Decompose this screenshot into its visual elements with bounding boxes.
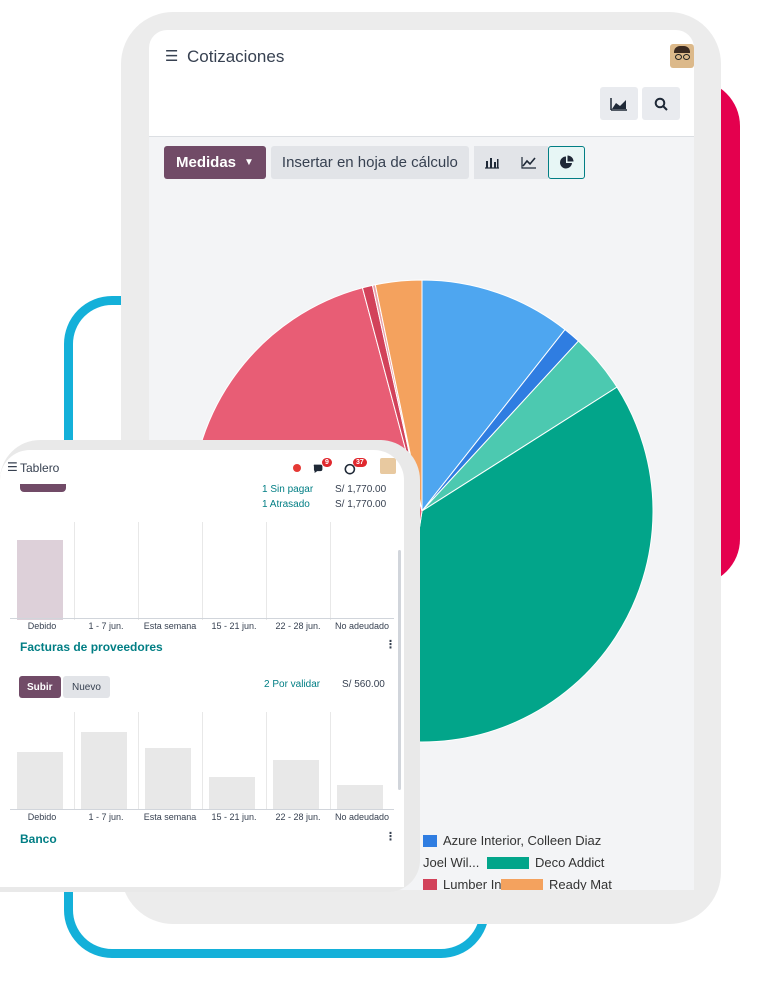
page-title: Cotizaciones: [187, 47, 285, 66]
pie-chart-icon: [559, 155, 574, 169]
grid-line: [138, 522, 139, 620]
new-button[interactable]: Nuevo: [63, 676, 110, 698]
quotes-screen: ☰ Cotizaciones 9 37: [149, 30, 694, 890]
legend-label: Joel Wil...: [423, 855, 480, 870]
clock-icon[interactable]: [344, 462, 357, 475]
vendor-bar-chart: [10, 712, 394, 810]
line-chart-button[interactable]: [510, 146, 548, 179]
bar[interactable]: [17, 752, 63, 810]
vendor-bar-labels: Debido 1 - 7 jun. Esta semana 15 - 21 jun. 2…: [10, 809, 394, 824]
unpaid-label[interactable]: 1 Sin pagar: [262, 484, 314, 495]
legend-swatch: [423, 834, 437, 847]
legend-swatch: [487, 856, 529, 869]
legend-item-joel[interactable]: Joel Wil...: [423, 855, 479, 870]
bank-title[interactable]: Banco: [20, 832, 57, 846]
legend-item-ready[interactable]: Ready Mat: [501, 877, 612, 890]
avatar[interactable]: [380, 458, 396, 474]
grid-line: [266, 522, 267, 620]
bar-label: 1 - 7 jun.: [88, 812, 124, 822]
bar[interactable]: [145, 748, 191, 810]
line-chart-icon: [521, 157, 537, 169]
divider: [149, 136, 694, 137]
action-button-partial[interactable]: [20, 484, 66, 492]
bar[interactable]: [81, 732, 127, 810]
chat-icon[interactable]: [312, 462, 325, 475]
to-validate-amount: S/ 560.00: [342, 679, 385, 690]
legend-item-azure[interactable]: Azure Interior, Colleen Diaz: [423, 833, 601, 848]
grid-line: [74, 522, 75, 620]
bar-label: 22 - 28 jun.: [275, 812, 321, 822]
kebab-menu-icon[interactable]: ⋮: [385, 831, 396, 843]
legend-swatch: [423, 878, 437, 890]
scrollbar[interactable]: [398, 550, 401, 790]
kebab-menu-icon[interactable]: ⋮: [385, 639, 396, 651]
overdue-label[interactable]: 1 Atrasado: [262, 499, 310, 510]
legend-label: Azure Interior, Colleen Diaz: [443, 833, 602, 848]
unpaid-value: S/ 1,770.00: [335, 484, 387, 495]
grid-line: [74, 712, 75, 810]
bar-label: Esta semana: [143, 621, 197, 631]
quotes-topbar: ☰ Cotizaciones: [149, 30, 694, 82]
sales-bar-labels: Debido 1 - 7 jun. Esta semana 15 - 21 jun. 2…: [10, 618, 394, 633]
chat-badge: 9: [322, 458, 332, 467]
bar-label: 1 - 7 jun.: [88, 621, 124, 631]
legend-label: Deco Addict: [535, 855, 605, 870]
vendor-bills-title[interactable]: Facturas de proveedores: [20, 640, 163, 654]
legend-item-deco[interactable]: Deco Addict: [487, 855, 604, 870]
chart-toolbar: Medidas ▼ Insertar en hoja de cálculo: [164, 146, 585, 179]
bar-chart-icon: [485, 158, 500, 169]
search-button[interactable]: [642, 87, 680, 120]
legend-swatch: [501, 878, 543, 890]
bar[interactable]: [273, 760, 319, 810]
overdue-value: S/ 1,770.00: [335, 499, 387, 510]
bar[interactable]: [337, 785, 383, 810]
grid-line: [138, 712, 139, 810]
measures-button[interactable]: Medidas ▼: [164, 146, 266, 179]
bar-label: No adeudado: [334, 812, 390, 822]
search-icon: [654, 97, 668, 111]
grid-line: [330, 522, 331, 620]
chart-type-switcher: [473, 146, 585, 179]
bar[interactable]: [17, 539, 63, 620]
grid-line: [266, 712, 267, 810]
legend-item-lumber[interactable]: Lumber Inc: [423, 877, 508, 890]
upload-button[interactable]: Subir: [19, 676, 61, 698]
grid-line: [202, 522, 203, 620]
grid-line: [202, 712, 203, 810]
area-chart-button[interactable]: [600, 87, 638, 120]
bar-label: No adeudado: [334, 621, 390, 631]
bar-label: Debido: [27, 621, 57, 631]
legend-label: Lumber Inc: [443, 877, 509, 890]
bar[interactable]: [209, 777, 255, 810]
status-dot: [293, 464, 301, 472]
view-toolbar: [600, 87, 680, 120]
caret-down-icon: ▼: [244, 157, 254, 168]
page-title: Tablero: [20, 461, 60, 475]
bar-label: Esta semana: [143, 812, 197, 822]
area-chart-icon: [610, 97, 627, 111]
legend-label: Ready Mat: [549, 877, 612, 890]
bar-label: Debido: [27, 812, 57, 822]
chart-legend: Azure Interior, Colleen Diaz Joel Wil...…: [149, 830, 694, 890]
pie-slice[interactable]: [386, 386, 654, 743]
bar-chart-button[interactable]: [473, 146, 511, 179]
hamburger-icon[interactable]: ☰: [165, 48, 179, 65]
phone-frame-front: ☰ Tablero 9 37 1 Sin pagar S/ 1,770.00 1…: [0, 440, 420, 892]
avatar[interactable]: [670, 44, 694, 68]
measures-label: Medidas: [176, 154, 237, 171]
grid-line: [330, 712, 331, 810]
bar-label: 15 - 21 jun.: [211, 621, 257, 631]
bar-label: 15 - 21 jun.: [211, 812, 257, 822]
sales-bar-chart: [10, 522, 394, 620]
pie-slice[interactable]: [421, 279, 566, 513]
pie-chart-button[interactable]: [547, 146, 585, 179]
insert-spreadsheet-button[interactable]: Insertar en hoja de cálculo: [270, 146, 469, 179]
hamburger-icon[interactable]: ☰: [7, 460, 18, 474]
bar-label: 22 - 28 jun.: [275, 621, 321, 631]
dashboard-screen: ☰ Tablero 9 37 1 Sin pagar S/ 1,770.00 1…: [0, 450, 404, 887]
activity-badge: 37: [353, 458, 367, 467]
to-validate-label[interactable]: 2 Por validar: [264, 679, 321, 690]
